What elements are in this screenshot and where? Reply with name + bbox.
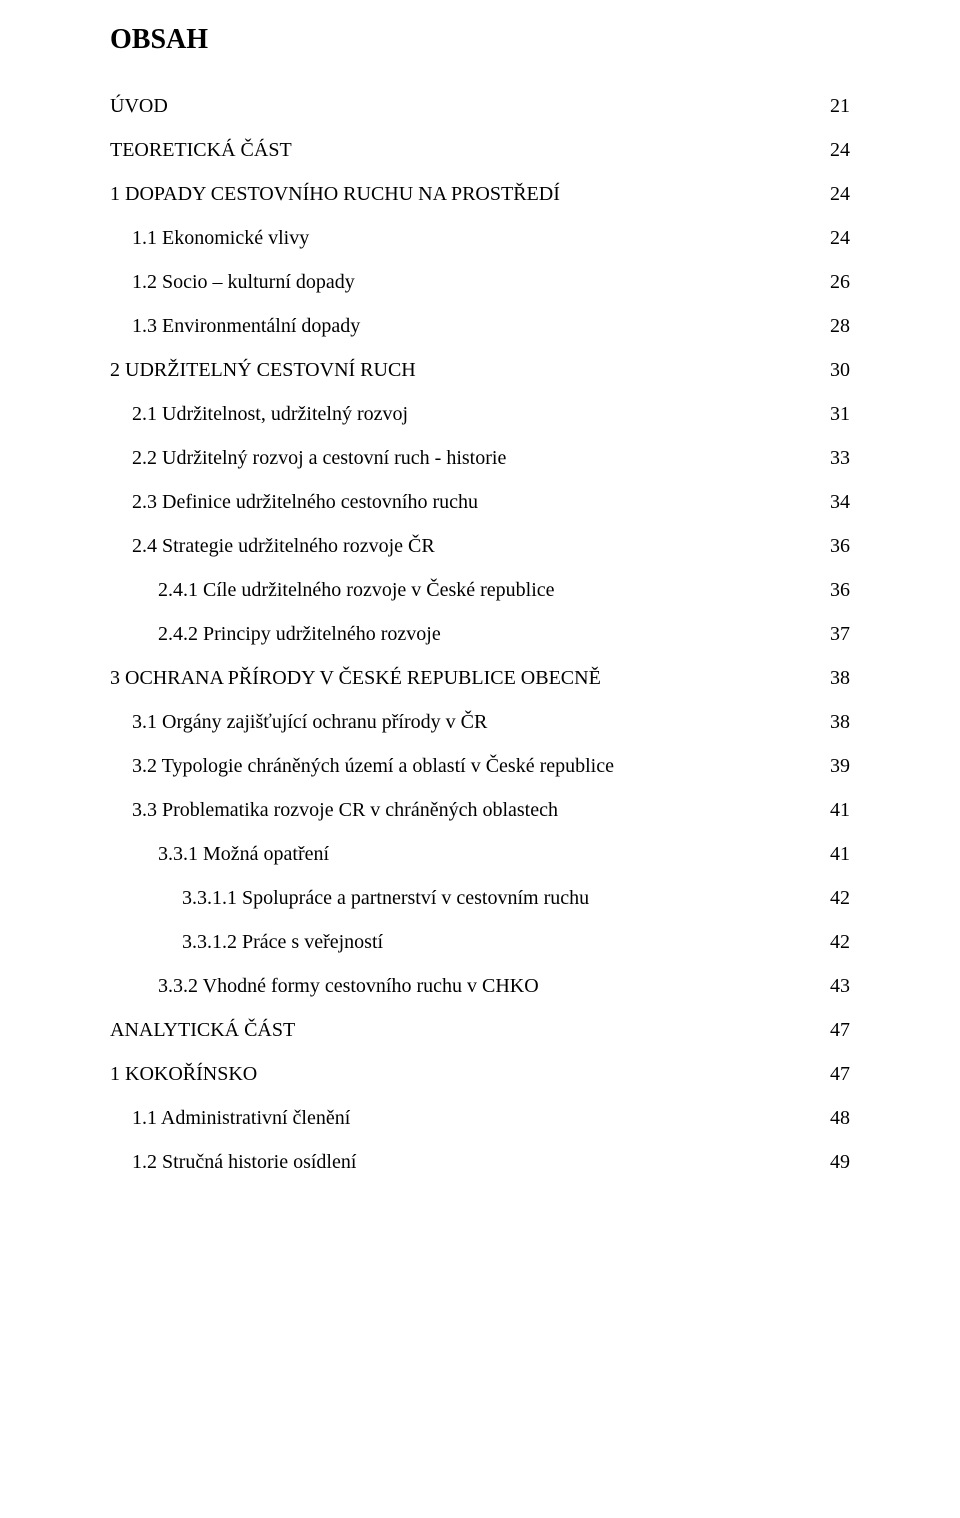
toc-page-number: 41	[830, 800, 850, 820]
toc-page-number: 49	[830, 1152, 850, 1172]
toc-page-number: 38	[830, 668, 850, 688]
toc-row: 1.2 Socio – kulturní dopady 26	[110, 272, 850, 292]
toc-label: 2 UDRŽITELNÝ CESTOVNÍ RUCH	[110, 360, 416, 380]
table-of-contents: ÚVOD21TEORETICKÁ ČÁST241 DOPADY CESTOVNÍ…	[110, 96, 850, 1172]
toc-page-number: 24	[830, 228, 850, 248]
toc-label: 2.3 Definice udržitelného cestovního ruc…	[132, 492, 478, 512]
toc-label: 1 DOPADY CESTOVNÍHO RUCHU NA PROSTŘEDÍ	[110, 184, 560, 204]
toc-row: 3.3.1.1 Spolupráce a partnerství v cesto…	[110, 888, 850, 908]
toc-row: 3.3.1 Možná opatření 41	[110, 844, 850, 864]
toc-page-number: 30	[830, 360, 850, 380]
toc-label: 3.3 Problematika rozvoje CR v chráněných…	[132, 800, 558, 820]
toc-page-number: 24	[830, 184, 850, 204]
toc-page-number: 36	[830, 536, 850, 556]
toc-row: 3.3.1.2 Práce s veřejností 42	[110, 932, 850, 952]
toc-label: TEORETICKÁ ČÁST	[110, 140, 292, 160]
toc-row: 1.2 Stručná historie osídlení 49	[110, 1152, 850, 1172]
toc-page-number: 21	[830, 96, 850, 116]
toc-row: TEORETICKÁ ČÁST 24	[110, 140, 850, 160]
toc-label: ANALYTICKÁ ČÁST	[110, 1020, 295, 1040]
toc-label: 3 OCHRANA PŘÍRODY V ČESKÉ REPUBLICE OBEC…	[110, 668, 601, 688]
toc-page-number: 39	[830, 756, 850, 776]
toc-page-number: 34	[830, 492, 850, 512]
toc-label: 2.4 Strategie udržitelného rozvoje ČR	[132, 536, 435, 556]
toc-page-number: 41	[830, 844, 850, 864]
toc-row: 1.3 Environmentální dopady 28	[110, 316, 850, 336]
toc-page-number: 47	[830, 1020, 850, 1040]
toc-row: 2.1 Udržitelnost, udržitelný rozvoj 31	[110, 404, 850, 424]
toc-page-number: 28	[830, 316, 850, 336]
toc-page-number: 36	[830, 580, 850, 600]
toc-row: 1 DOPADY CESTOVNÍHO RUCHU NA PROSTŘEDÍ 24	[110, 184, 850, 204]
toc-page-number: 33	[830, 448, 850, 468]
toc-row: 3.2 Typologie chráněných území a oblastí…	[110, 756, 850, 776]
toc-label: ÚVOD	[110, 96, 168, 116]
toc-label: 3.3.1 Možná opatření	[158, 844, 329, 864]
toc-page-number: 38	[830, 712, 850, 732]
toc-label: 2.4.2 Principy udržitelného rozvoje	[158, 624, 441, 644]
toc-row: 3.3.2 Vhodné formy cestovního ruchu v CH…	[110, 976, 850, 996]
toc-label: 3.3.1.2 Práce s veřejností	[182, 932, 383, 952]
toc-page-number: 42	[830, 932, 850, 952]
toc-label: 3.3.1.1 Spolupráce a partnerství v cesto…	[182, 888, 589, 908]
toc-row: 2.2 Udržitelný rozvoj a cestovní ruch - …	[110, 448, 850, 468]
toc-label: 1.3 Environmentální dopady	[132, 316, 360, 336]
document-page: OBSAH ÚVOD21TEORETICKÁ ČÁST241 DOPADY CE…	[0, 0, 960, 1518]
toc-label: 1 KOKOŘÍNSKO	[110, 1064, 257, 1084]
toc-row: 2.4 Strategie udržitelného rozvoje ČR 36	[110, 536, 850, 556]
toc-label: 2.1 Udržitelnost, udržitelný rozvoj	[132, 404, 408, 424]
toc-page-number: 24	[830, 140, 850, 160]
toc-label: 1.2 Stručná historie osídlení	[132, 1152, 356, 1172]
toc-label: 3.3.2 Vhodné formy cestovního ruchu v CH…	[158, 976, 539, 996]
toc-label: 2.4.1 Cíle udržitelného rozvoje v České …	[158, 580, 555, 600]
toc-label: 1.1 Ekonomické vlivy	[132, 228, 309, 248]
toc-label: 1.2 Socio – kulturní dopady	[132, 272, 355, 292]
toc-row: 2.4.1 Cíle udržitelného rozvoje v České …	[110, 580, 850, 600]
toc-row: 3.1 Orgány zajišťující ochranu přírody v…	[110, 712, 850, 732]
toc-row: 1 KOKOŘÍNSKO 47	[110, 1064, 850, 1084]
toc-row: 3.3 Problematika rozvoje CR v chráněných…	[110, 800, 850, 820]
toc-label: 2.2 Udržitelný rozvoj a cestovní ruch - …	[132, 448, 506, 468]
toc-page-number: 47	[830, 1064, 850, 1084]
toc-row: 2.4.2 Principy udržitelného rozvoje 37	[110, 624, 850, 644]
toc-page-number: 31	[830, 404, 850, 424]
toc-label: 3.1 Orgány zajišťující ochranu přírody v…	[132, 712, 487, 732]
toc-row: ANALYTICKÁ ČÁST 47	[110, 1020, 850, 1040]
toc-row: 1.1 Ekonomické vlivy 24	[110, 228, 850, 248]
toc-row: 2.3 Definice udržitelného cestovního ruc…	[110, 492, 850, 512]
toc-label: 1.1 Administrativní členění	[132, 1108, 350, 1128]
toc-page-number: 26	[830, 272, 850, 292]
toc-page-number: 48	[830, 1108, 850, 1128]
toc-page-number: 43	[830, 976, 850, 996]
toc-row: ÚVOD 21	[110, 96, 850, 116]
page-title: OBSAH	[110, 24, 850, 56]
toc-row: 2 UDRŽITELNÝ CESTOVNÍ RUCH 30	[110, 360, 850, 380]
toc-row: 3 OCHRANA PŘÍRODY V ČESKÉ REPUBLICE OBEC…	[110, 668, 850, 688]
toc-page-number: 37	[830, 624, 850, 644]
toc-row: 1.1 Administrativní členění 48	[110, 1108, 850, 1128]
toc-label: 3.2 Typologie chráněných území a oblastí…	[132, 756, 614, 776]
toc-page-number: 42	[830, 888, 850, 908]
